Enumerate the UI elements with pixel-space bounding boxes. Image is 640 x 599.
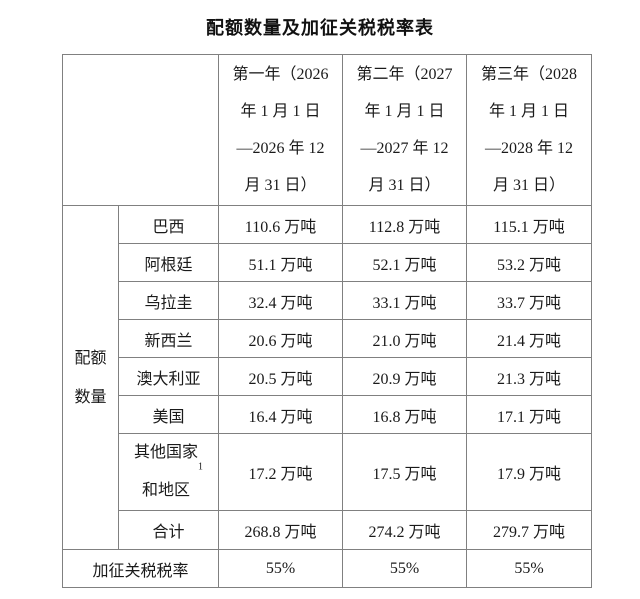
tariff-rate-value: 55%	[218, 549, 343, 588]
quota-value: 274.2 万吨	[342, 510, 467, 550]
quota-value: 17.9 万吨	[466, 433, 592, 511]
header-row: 第一年（2026 年 1 月 1 日 —2026 年 12 月 31 日） 第二…	[62, 54, 592, 206]
row-label-total: 合计	[118, 510, 219, 550]
year-header-1: 第一年（2026 年 1 月 1 日 —2026 年 12 月 31 日）	[218, 54, 343, 206]
quota-value: 32.4 万吨	[218, 281, 343, 320]
tariff-rate-label: 加征关税税率	[62, 549, 219, 588]
row-label-uruguay: 乌拉圭	[118, 281, 219, 320]
quota-value: 53.2 万吨	[466, 243, 592, 282]
table-row-new-zealand: 新西兰 20.6 万吨 21.0 万吨 21.4 万吨	[63, 319, 592, 358]
row-group-label-quota: 配额 数量	[62, 205, 119, 550]
row-label-brazil: 巴西	[118, 205, 219, 244]
quota-value: 17.5 万吨	[342, 433, 467, 511]
quota-value: 21.3 万吨	[466, 357, 592, 396]
quota-tariff-table: 第一年（2026 年 1 月 1 日 —2026 年 12 月 31 日） 第二…	[62, 54, 592, 588]
table-row-other-regions: 其他国家 和地区1 17.2 万吨 17.5 万吨 17.9 万吨	[63, 433, 592, 511]
quota-value: 17.2 万吨	[218, 433, 343, 511]
quota-value: 21.4 万吨	[466, 319, 592, 358]
quota-value: 20.6 万吨	[218, 319, 343, 358]
quota-value: 33.7 万吨	[466, 281, 592, 320]
other-regions-text: 其他国家 和地区	[133, 444, 198, 499]
table-row-usa: 美国 16.4 万吨 16.8 万吨 17.1 万吨	[63, 395, 592, 434]
quota-value: 33.1 万吨	[342, 281, 467, 320]
quota-value: 16.4 万吨	[218, 395, 343, 434]
row-label-other-regions: 其他国家 和地区1	[118, 433, 219, 511]
quota-value: 115.1 万吨	[466, 205, 592, 244]
year-header-2: 第二年（2027 年 1 月 1 日 —2027 年 12 月 31 日）	[342, 54, 467, 206]
quota-value: 21.0 万吨	[342, 319, 467, 358]
row-label-new-zealand: 新西兰	[118, 319, 219, 358]
quota-value: 112.8 万吨	[342, 205, 467, 244]
quota-value: 279.7 万吨	[466, 510, 592, 550]
table-row-uruguay: 乌拉圭 32.4 万吨 33.1 万吨 33.7 万吨	[63, 281, 592, 320]
footnote-marker: 1	[198, 461, 203, 473]
quota-value: 268.8 万吨	[218, 510, 343, 550]
year-header-3: 第三年（2028 年 1 月 1 日 —2028 年 12 月 31 日）	[466, 54, 592, 206]
table-row-total: 合计 268.8 万吨 274.2 万吨 279.7 万吨	[63, 510, 592, 550]
row-label-australia: 澳大利亚	[118, 357, 219, 396]
row-label-usa: 美国	[118, 395, 219, 434]
table-row-argentina: 阿根廷 51.1 万吨 52.1 万吨 53.2 万吨	[63, 243, 592, 282]
tariff-rate-value: 55%	[466, 549, 592, 588]
quota-value: 52.1 万吨	[342, 243, 467, 282]
table-row-tariff-rate: 加征关税税率 55% 55% 55%	[62, 549, 592, 588]
corner-cell	[62, 54, 219, 206]
tariff-rate-value: 55%	[342, 549, 467, 588]
row-label-argentina: 阿根廷	[118, 243, 219, 282]
table-row-australia: 澳大利亚 20.5 万吨 20.9 万吨 21.3 万吨	[63, 357, 592, 396]
quota-value: 51.1 万吨	[218, 243, 343, 282]
quota-value: 16.8 万吨	[342, 395, 467, 434]
quota-value: 110.6 万吨	[218, 205, 343, 244]
quota-value: 20.5 万吨	[218, 357, 343, 396]
quota-value: 20.9 万吨	[342, 357, 467, 396]
table-title: 配额数量及加征关税税率表	[206, 18, 434, 38]
quota-value: 17.1 万吨	[466, 395, 592, 434]
table-row-brazil: 配额 数量 巴西 110.6 万吨 112.8 万吨 115.1 万吨	[62, 205, 592, 550]
